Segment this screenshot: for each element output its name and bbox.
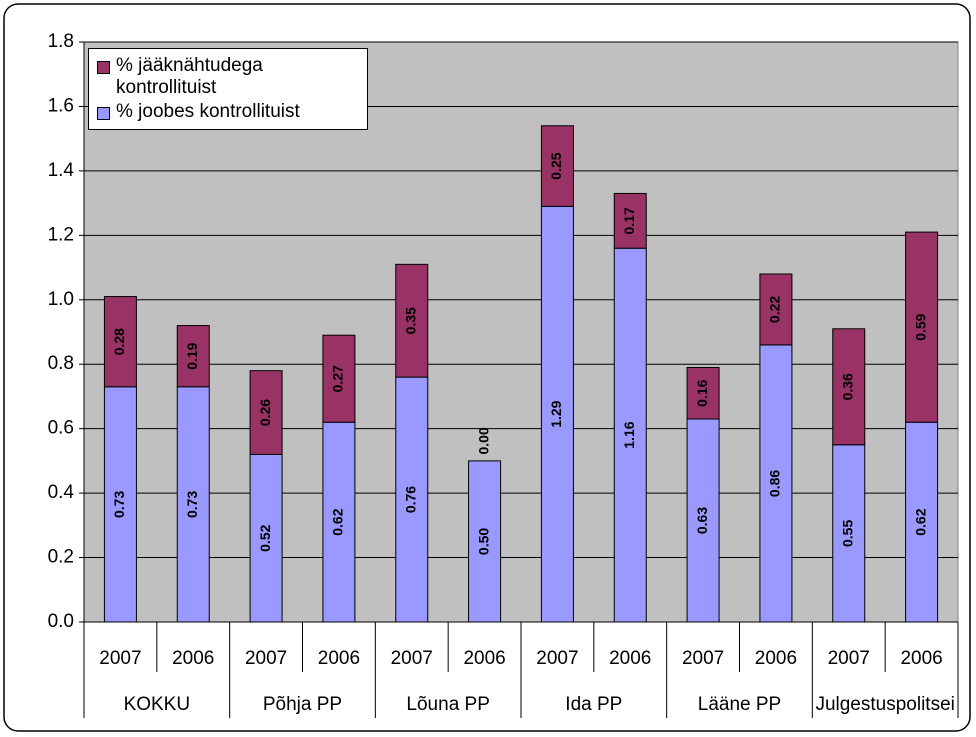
- bar-segment: [905, 231, 939, 423]
- legend-label: % jääknähtudega kontrollituist: [116, 55, 263, 98]
- group-label: KOKKU: [124, 694, 191, 715]
- value-label: 0.17: [621, 207, 637, 234]
- value-label: 0.63: [694, 507, 710, 534]
- x-tick-label: 2007: [99, 648, 141, 669]
- y-tick-label: 0.6: [48, 418, 74, 439]
- x-tick-label: 2007: [828, 648, 870, 669]
- bar-segment: [103, 386, 137, 623]
- group-label: Ida PP: [565, 694, 622, 715]
- value-label: 1.29: [548, 400, 564, 427]
- x-tick-label: 2007: [245, 648, 287, 669]
- value-label: 0.36: [839, 373, 855, 400]
- x-tick-label: 2006: [318, 648, 360, 669]
- value-label: 0.00: [475, 427, 491, 454]
- x-tick-label: 2006: [900, 648, 942, 669]
- plot-area: [83, 41, 959, 623]
- value-label: 0.35: [402, 307, 418, 334]
- legend-entry: % jääknähtudega kontrollituist: [93, 55, 363, 99]
- bar-segment: [759, 273, 793, 346]
- value-label: 0.73: [111, 491, 127, 518]
- bar-segment: [613, 192, 647, 249]
- value-label: 0.86: [767, 470, 783, 497]
- x-tick-label: 2006: [609, 648, 651, 669]
- value-label: 0.62: [330, 508, 346, 535]
- bar-segment: [249, 453, 283, 623]
- value-label: 0.27: [330, 365, 346, 392]
- bar-segment: [103, 296, 137, 388]
- x-tick-label: 2007: [536, 648, 578, 669]
- y-tick-label: 0.8: [48, 353, 74, 374]
- bar-segment: [686, 366, 720, 420]
- y-tick-label: 1.8: [48, 31, 74, 52]
- value-label: 0.52: [257, 524, 273, 551]
- legend-entry: % joobes kontrollituist: [93, 101, 363, 123]
- bar-segment: [322, 421, 356, 623]
- legend-label: % joobes kontrollituist: [116, 101, 300, 122]
- bar-segment: [468, 460, 502, 623]
- y-tick-label: 1.4: [48, 160, 75, 181]
- value-label: 0.50: [475, 528, 491, 555]
- bar-segment: [832, 328, 866, 446]
- value-label: 0.19: [184, 342, 200, 369]
- y-tick-label: 1.6: [48, 95, 74, 116]
- bar-segment: [395, 263, 429, 378]
- bar-segment: [249, 370, 283, 455]
- y-tick-label: 1.0: [48, 289, 74, 310]
- x-tick-label: 2006: [463, 648, 505, 669]
- value-label: 0.26: [257, 399, 273, 426]
- bar-segment: [905, 421, 939, 623]
- value-label: 0.16: [694, 379, 710, 406]
- bar-segment: [322, 334, 356, 423]
- bar-segment: [613, 247, 647, 623]
- value-label: 0.55: [839, 520, 855, 547]
- y-tick-label: 0.0: [48, 611, 74, 632]
- bar-segment: [176, 325, 210, 388]
- value-label: 0.25: [548, 152, 564, 179]
- group-label: Julgestuspolitsei: [815, 694, 954, 715]
- group-label: Lõuna PP: [406, 694, 489, 715]
- x-tick-label: 2006: [172, 648, 214, 669]
- value-label: 0.76: [402, 486, 418, 513]
- y-tick-label: 0.4: [48, 482, 75, 503]
- value-label: 0.59: [912, 313, 928, 340]
- legend: % jääknähtudega kontrollituist % joobes k…: [88, 48, 368, 130]
- bar-segment: [540, 125, 574, 207]
- value-label: 1.16: [621, 421, 637, 448]
- legend-swatch: [97, 107, 110, 120]
- bar-segment: [395, 376, 429, 623]
- value-label: 0.62: [912, 508, 928, 535]
- group-label: Lääne PP: [698, 694, 781, 715]
- value-label: 0.28: [111, 328, 127, 355]
- x-tick-label: 2007: [682, 648, 724, 669]
- value-label: 0.73: [184, 491, 200, 518]
- x-tick-label: 2006: [755, 648, 797, 669]
- value-label: 0.22: [767, 296, 783, 323]
- bar-segment: [176, 386, 210, 623]
- bar-segment: [540, 205, 574, 623]
- y-tick-label: 1.2: [48, 224, 74, 245]
- legend-swatch: [97, 61, 110, 74]
- x-tick-label: 2007: [391, 648, 433, 669]
- group-label: Põhja PP: [263, 694, 342, 715]
- y-tick-label: 0.2: [48, 547, 74, 568]
